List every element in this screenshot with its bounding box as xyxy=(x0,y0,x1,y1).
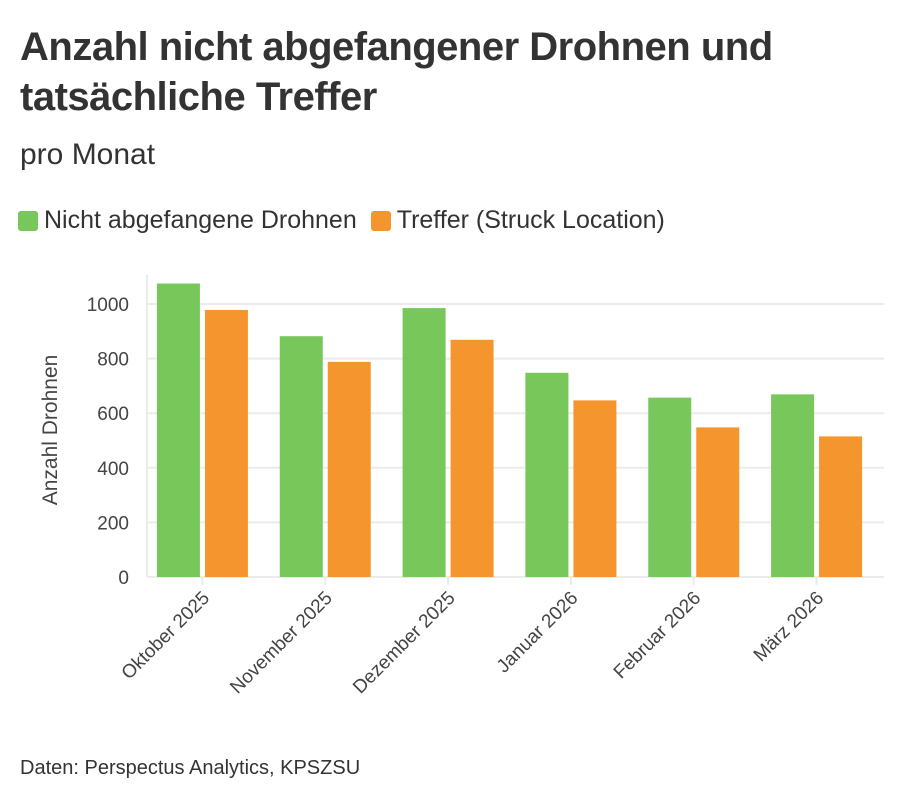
bar-treffer xyxy=(819,436,863,577)
bar-treffer xyxy=(204,310,248,577)
chart-title: Anzahl nicht abgefangener Drohnen und ta… xyxy=(20,25,773,119)
legend-label: Nicht abgefangene Drohnen xyxy=(44,206,357,234)
x-tick-label: Dezember 2025 xyxy=(349,588,459,698)
x-tick-label: Oktober 2025 xyxy=(118,588,214,684)
y-axis-label: Anzahl Drohnen xyxy=(39,355,62,506)
y-tick-label: 0 xyxy=(118,568,129,589)
y-tick-label: 400 xyxy=(97,459,129,480)
bar-nicht-abgefangen xyxy=(402,308,446,577)
x-tick-label: März 2026 xyxy=(750,588,828,666)
source-note: Daten: Perspectus Analytics, KPSZSU xyxy=(20,757,361,779)
x-tick-label: Januar 2026 xyxy=(493,588,583,678)
legend-item-orange[interactable]: Treffer (Struck Location) xyxy=(370,206,665,235)
bar-treffer xyxy=(573,400,617,577)
bar-nicht-abgefangen xyxy=(525,372,569,577)
chart-subtitle: pro Monat xyxy=(20,138,156,171)
bar-nicht-abgefangen xyxy=(279,336,323,577)
y-tick-label: 1000 xyxy=(87,295,129,316)
y-tick-label: 800 xyxy=(97,350,129,371)
bar-treffer xyxy=(696,427,740,577)
x-tick-label: November 2025 xyxy=(226,588,336,698)
bar-treffer xyxy=(450,339,494,577)
y-tick-label: 600 xyxy=(97,404,129,425)
legend-item-green[interactable]: Nicht abgefangene Drohnen xyxy=(18,206,357,235)
bar-nicht-abgefangen xyxy=(156,283,200,577)
bar-nicht-abgefangen xyxy=(771,394,815,577)
legend: Nicht abgefangene Drohnen Treffer (Struc… xyxy=(18,206,665,235)
legend-swatch-orange xyxy=(370,210,391,231)
bar-treffer xyxy=(327,361,371,577)
bar-nicht-abgefangen xyxy=(648,397,692,577)
y-tick-label: 200 xyxy=(97,513,129,534)
x-tick-label: Februar 2026 xyxy=(610,588,706,684)
legend-label: Treffer (Struck Location) xyxy=(396,206,665,234)
legend-swatch-green xyxy=(18,210,38,231)
